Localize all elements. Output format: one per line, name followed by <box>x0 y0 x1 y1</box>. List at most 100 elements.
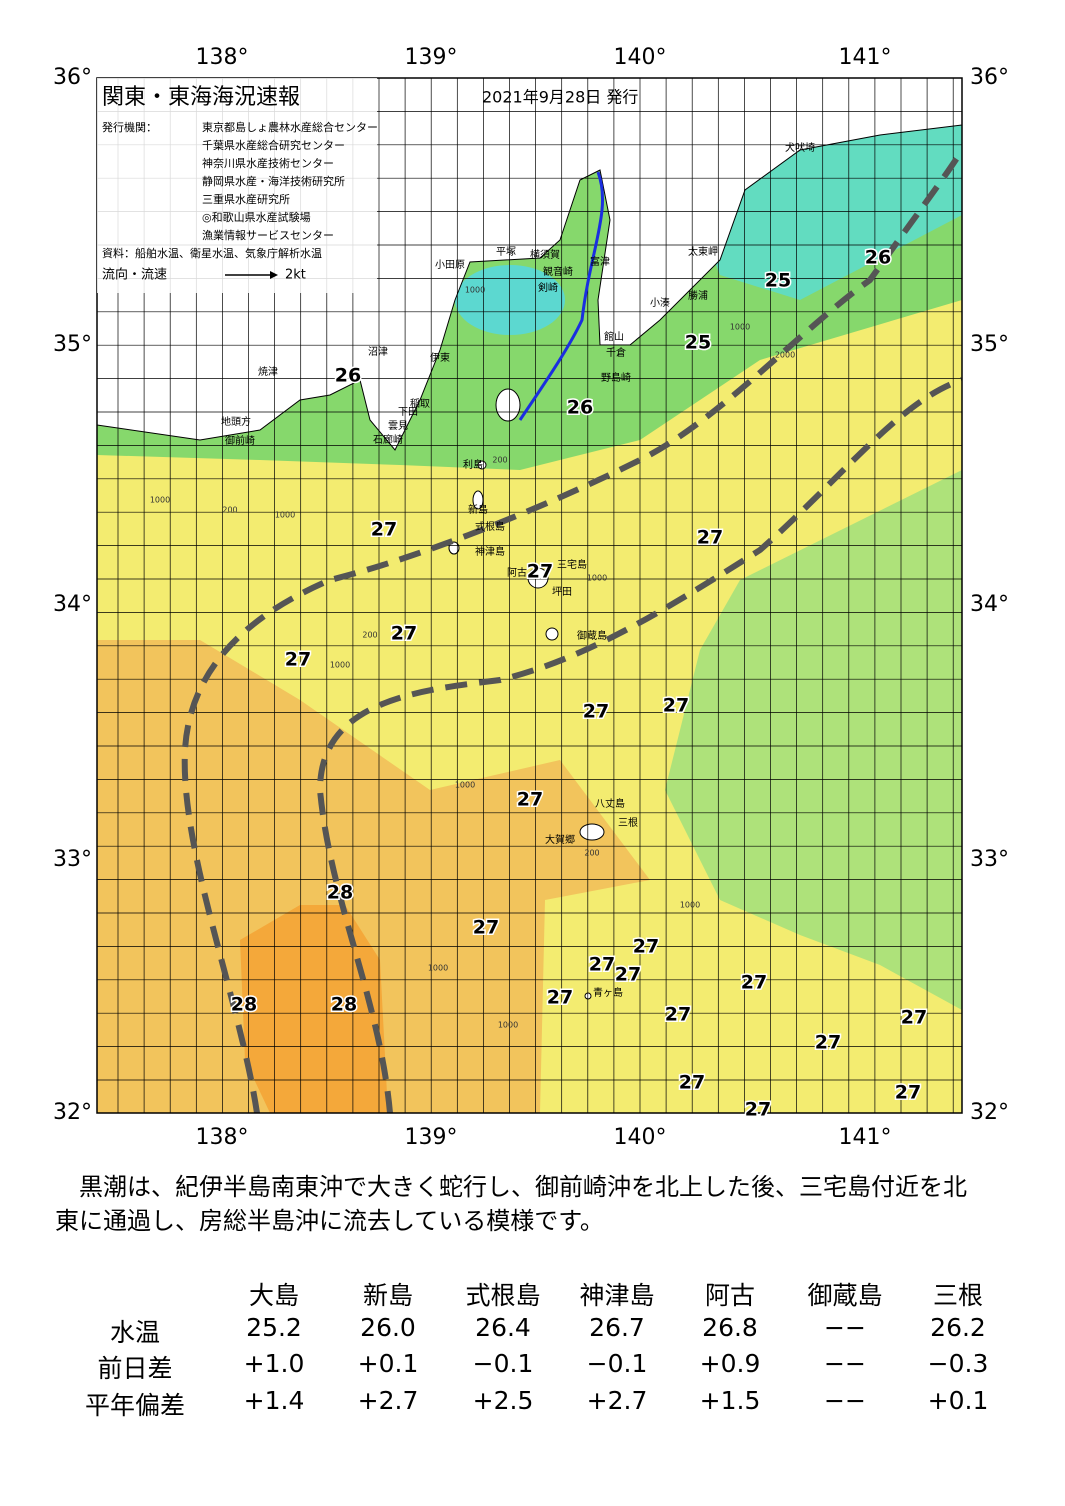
isotherm-label: 27 <box>391 623 417 645</box>
island <box>448 541 460 555</box>
contour-label: 200 <box>584 849 599 858</box>
green-zone <box>665 470 962 1010</box>
place-name: 横須賀 <box>530 248 560 261</box>
place-name: 勝浦 <box>688 289 708 302</box>
issuer: 三重県水産研究所 <box>202 192 290 206</box>
table-cell: +1.4 <box>243 1386 305 1415</box>
isotherm-label: 27 <box>285 649 311 671</box>
summary: 黒潮は、紀伊半島南東沖で大きく蛇行し、御前崎沖を北上した後、三宅島付近を北東に通… <box>55 1173 967 1235</box>
row-header: 水温 <box>109 1318 161 1347</box>
lon-tick-label: 138° <box>196 1125 249 1150</box>
place-name: 稲取 <box>410 398 430 410</box>
contour-label: 1000 <box>680 901 700 910</box>
column-header: 阿古 <box>704 1281 756 1310</box>
place-name: 野島崎 <box>601 371 631 384</box>
lat-tick-label: 34° <box>53 592 92 617</box>
island <box>545 627 559 641</box>
isotherm-label: 28 <box>331 994 357 1016</box>
lon-tick-label: 139° <box>405 1125 458 1150</box>
isotherm-label: 25 <box>685 332 711 354</box>
issuer: 漁業情報サービスセンター <box>202 228 334 242</box>
place-name: 千倉 <box>606 346 626 359</box>
lon-tick-label: 140° <box>614 45 667 70</box>
isotherm-label: 27 <box>679 1072 705 1094</box>
isotherm-label: 27 <box>527 561 553 583</box>
table-cell: −0.1 <box>472 1349 534 1378</box>
contour-label: 1000 <box>587 574 607 583</box>
table-cell: −− <box>824 1313 866 1342</box>
table-cell: 26.8 <box>702 1313 758 1342</box>
isotherm-label: 26 <box>335 365 361 387</box>
place-name: 小湊 <box>650 296 670 309</box>
place-name: 下田 <box>398 407 418 418</box>
legend-label: 流向・流速 <box>102 267 167 283</box>
issuer: 神奈川県水産技術センター <box>202 156 334 170</box>
contour-label: 1000 <box>330 661 350 670</box>
contour-label: 1000 <box>428 964 448 973</box>
place-name: 剣崎 <box>538 281 558 294</box>
contour-label: 1000 <box>455 781 475 790</box>
lon-tick-label: 139° <box>405 45 458 70</box>
lat-tick-label: 33° <box>970 847 1009 872</box>
ship-track <box>518 171 605 421</box>
place-name: 三宅島 <box>557 558 587 571</box>
isotherm-label: 26 <box>865 247 891 269</box>
place-name: 犬吠埼 <box>785 141 815 154</box>
issuer-label: 発行機関： <box>102 120 157 134</box>
column-header: 神津島 <box>579 1281 655 1310</box>
place-name: 伊東 <box>430 351 450 364</box>
issuer: 静岡県水産・海洋技術研究所 <box>202 174 345 188</box>
lat-tick-label: 34° <box>970 592 1009 617</box>
island <box>477 460 487 470</box>
place-name: 八丈島 <box>595 797 625 810</box>
lon-tick-label: 138° <box>196 45 249 70</box>
column-header: 新島 <box>362 1281 414 1310</box>
legend-scale: 2kt <box>285 268 306 283</box>
table-cell: +1.5 <box>699 1386 761 1415</box>
issuer: ◎和歌山県水産試験場 <box>202 210 311 224</box>
place-name: 平塚 <box>496 246 516 258</box>
table-cell: −− <box>824 1349 866 1378</box>
contour-label: 200 <box>362 631 377 640</box>
contour-label: 200 <box>222 506 237 515</box>
place-name: 式根島 <box>475 520 505 533</box>
table-cell: 26.2 <box>930 1313 986 1342</box>
place-name: 御蔵島 <box>577 629 607 642</box>
isotherm-label: 27 <box>697 527 723 549</box>
island <box>527 567 549 589</box>
place-name: 館山 <box>604 330 624 343</box>
place-name: 御前崎 <box>225 434 255 447</box>
issue-date: 2021年9月28日 発行 <box>482 88 638 107</box>
lat-tick-label: 36° <box>53 65 92 90</box>
table-cell: −0.1 <box>586 1349 648 1378</box>
table-cell: 26.4 <box>475 1313 531 1342</box>
place-name: 新島 <box>468 503 488 516</box>
isotherm-label: 27 <box>583 701 609 723</box>
place-name: 青ヶ島 <box>593 986 623 999</box>
table-cell: +1.0 <box>243 1349 305 1378</box>
table-cell: +0.1 <box>927 1386 989 1415</box>
table-cell: +2.7 <box>357 1386 419 1415</box>
isotherm-label: 27 <box>633 936 659 958</box>
table-cell: +0.1 <box>357 1349 419 1378</box>
issuer: 東京都島しょ農林水産総合センター <box>202 120 378 134</box>
issuer: 千葉県水産総合研究センター <box>202 138 345 152</box>
place-name: 富津 <box>590 255 610 268</box>
kuroshio-edge <box>181 148 962 1113</box>
isotherm-label: 27 <box>895 1082 921 1104</box>
lat-tick-label: 36° <box>970 65 1009 90</box>
column-header: 大島 <box>248 1281 300 1310</box>
table-cell: −0.3 <box>927 1349 989 1378</box>
isotherm-label: 25 <box>765 270 791 292</box>
island <box>472 490 484 510</box>
table-cell: 26.7 <box>589 1313 645 1342</box>
lon-tick-label: 140° <box>614 1125 667 1150</box>
table-cell: +2.7 <box>586 1386 648 1415</box>
place-name: 三根 <box>618 816 638 829</box>
isotherm-label: 27 <box>901 1007 927 1029</box>
isotherm-label: 27 <box>517 789 543 811</box>
island <box>495 388 521 422</box>
legend-arrow-head <box>270 271 278 279</box>
kuroshio-edge <box>316 377 962 1113</box>
table-cell: +2.5 <box>472 1386 534 1415</box>
